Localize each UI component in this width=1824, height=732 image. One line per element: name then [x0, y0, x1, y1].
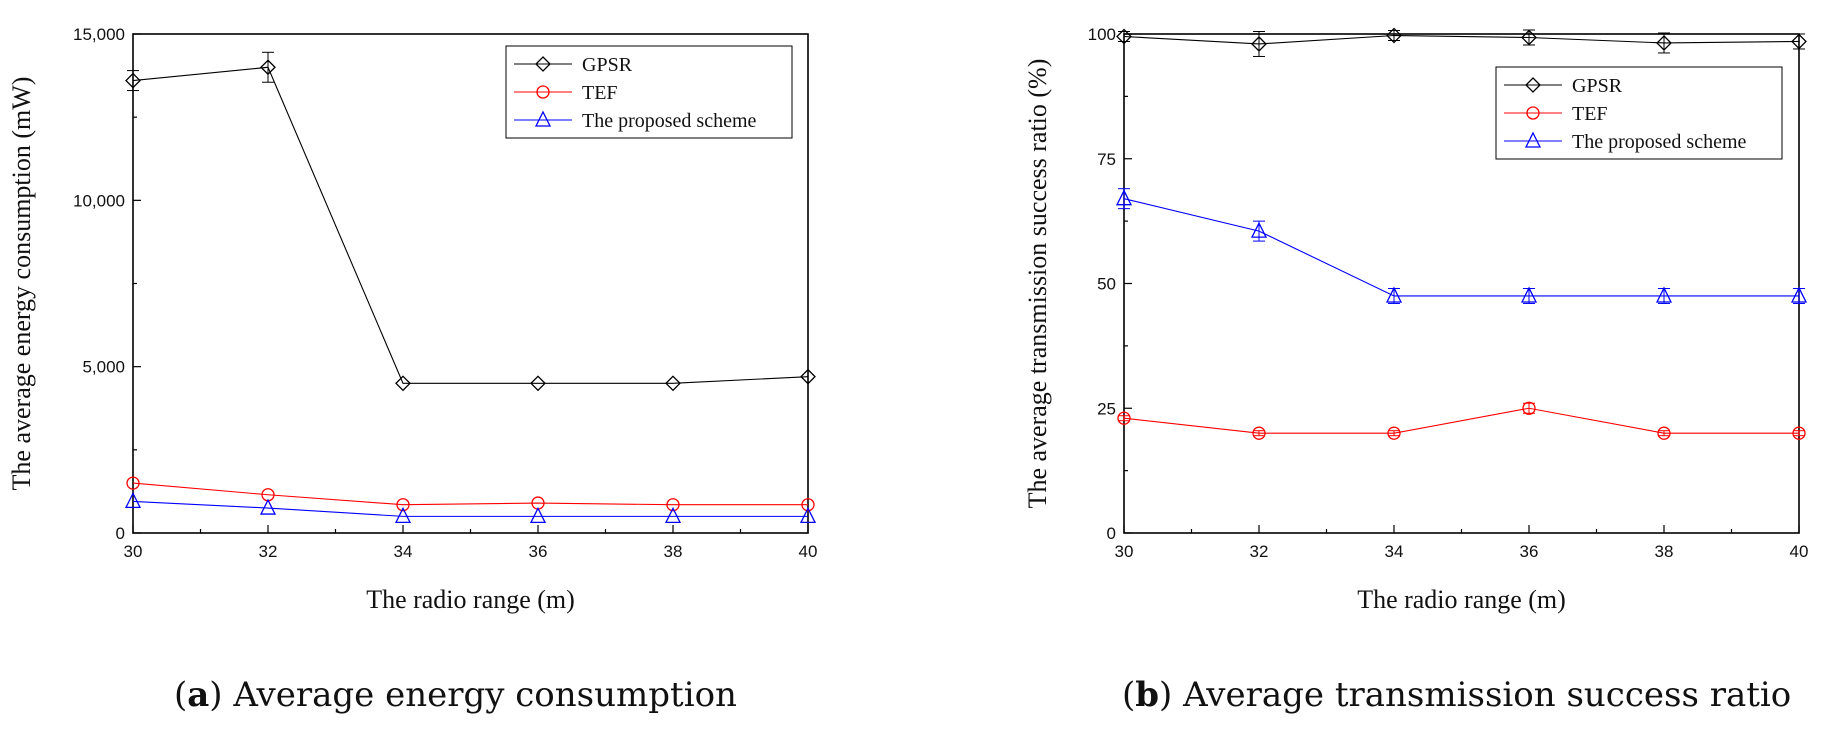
x-tick-label: 38 [664, 542, 683, 561]
y-tick-label: 50 [1097, 275, 1116, 294]
data-point [1115, 189, 1133, 206]
data-point [1655, 286, 1673, 303]
chart-transmission-success: 30 32 34 36 38 40 0 25 50 75 100 The radio range (m… [1023, 25, 1808, 614]
x-tick-label: 32 [1250, 542, 1269, 561]
y-tick-label: 5,000 [82, 358, 125, 377]
data-point [530, 375, 546, 392]
data-point [1522, 401, 1536, 415]
data-point [126, 476, 140, 490]
series-0 [1116, 27, 1807, 57]
x-tick-label: 36 [529, 542, 548, 561]
legend-marker [1525, 77, 1541, 93]
legend-label: GPSR [582, 54, 633, 76]
series-2 [124, 491, 817, 524]
x-tick-label: 38 [1655, 542, 1674, 561]
x-axis-title: The radio range (m) [366, 585, 575, 614]
data-point [394, 506, 412, 524]
data-point [665, 375, 681, 392]
legend: GPSR TEF The proposed scheme [1495, 66, 1783, 160]
data-point [1792, 426, 1806, 440]
legend-label: The proposed scheme [1572, 131, 1747, 153]
data-point [1385, 286, 1403, 303]
x-axis-title: The radio range (m) [1357, 585, 1566, 614]
legend-marker [535, 56, 551, 72]
legend: GPSR TEF The proposed scheme [505, 45, 793, 139]
data-point [259, 498, 277, 515]
y-tick-label: 10,000 [73, 191, 125, 210]
caption-b: (b) Average transmission success ratio [1122, 675, 1792, 715]
series-line [1123, 198, 1799, 297]
y-tick-label: 15,000 [73, 25, 125, 44]
data-point [1790, 286, 1808, 303]
series-line [132, 500, 808, 517]
data-point [799, 506, 817, 524]
data-point [125, 72, 141, 89]
y-tick-label: 0 [1107, 524, 1116, 543]
x-tick-label: 36 [1520, 542, 1539, 561]
legend-marker [536, 85, 550, 99]
series-line [132, 482, 808, 506]
series-2 [1115, 188, 1808, 304]
series-0 [125, 51, 816, 392]
legend-label: The proposed scheme [582, 110, 757, 132]
caption-a: (a) Average energy consumption [174, 675, 737, 715]
chart-energy-consumption: 30 32 34 36 38 40 0 5,000 10,000 15,000 The radio … [7, 25, 817, 614]
y-axis-title: The average transmission success ratio (… [1023, 59, 1052, 509]
y-tick-label: 100 [1088, 25, 1116, 44]
data-point [1387, 426, 1401, 440]
series-1 [126, 476, 815, 512]
series-line [1123, 34, 1800, 45]
data-point [666, 498, 680, 512]
data-point [1386, 27, 1402, 44]
legend-marker [1524, 131, 1542, 148]
data-point [1117, 411, 1131, 425]
x-tick-label: 32 [259, 542, 278, 561]
x-tick-label: 34 [394, 542, 413, 561]
data-point [664, 506, 682, 524]
data-point [395, 375, 411, 392]
x-tick-label: 40 [1790, 542, 1809, 561]
data-point [529, 506, 547, 524]
legend-label: GPSR [1572, 75, 1623, 97]
legend-marker [534, 110, 552, 127]
y-axis-title: The average energy consumption (mW) [7, 77, 36, 491]
x-tick-label: 34 [1385, 542, 1404, 561]
data-point [1252, 426, 1266, 440]
series-1 [1117, 401, 1806, 440]
data-point [800, 368, 816, 385]
data-point [1657, 426, 1671, 440]
y-tick-label: 25 [1097, 399, 1116, 418]
data-point [260, 59, 276, 76]
data-point [396, 498, 410, 512]
legend-label: TEF [1572, 103, 1608, 125]
data-point [124, 491, 142, 509]
data-point [1116, 28, 1132, 45]
series-line [132, 66, 809, 384]
data-point [1656, 35, 1672, 51]
data-point [1250, 221, 1268, 238]
x-tick-label: 30 [124, 542, 143, 561]
y-tick-label: 0 [116, 524, 125, 543]
legend-label: TEF [582, 82, 618, 104]
series-line [1123, 407, 1799, 434]
data-point [1520, 286, 1538, 303]
legend-marker [1526, 106, 1540, 120]
data-point [1521, 29, 1537, 46]
x-tick-label: 40 [799, 542, 818, 561]
y-tick-label: 75 [1097, 150, 1116, 169]
data-point [801, 498, 815, 512]
data-point [1791, 33, 1807, 50]
data-point [1251, 36, 1267, 52]
x-tick-label: 30 [1115, 542, 1134, 561]
